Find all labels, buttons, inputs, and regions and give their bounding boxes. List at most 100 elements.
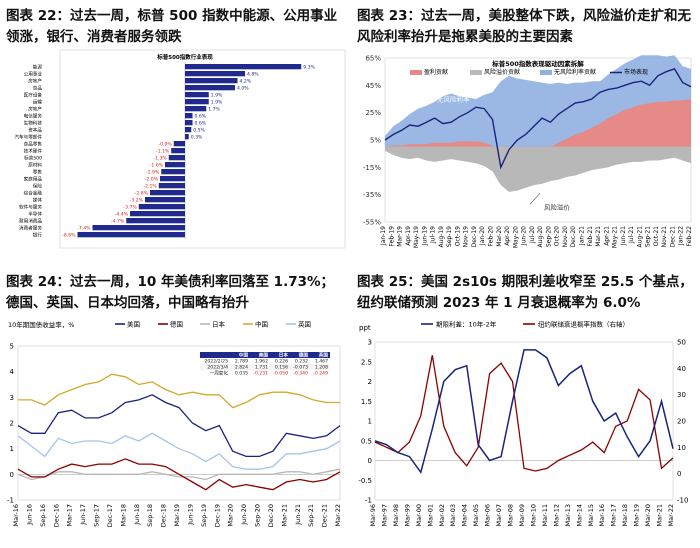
legend-label: 市场表现 xyxy=(624,68,648,76)
table-cell: 0.226 xyxy=(275,359,288,365)
x-tick-label: Mar-00 xyxy=(415,504,423,526)
x-tick-label: Jun-21 xyxy=(620,226,627,246)
table-header: 中国 xyxy=(239,352,249,359)
table-cell: 0.156 xyxy=(275,365,288,371)
data-label: -2.1% xyxy=(143,184,157,190)
bar xyxy=(138,204,185,210)
x-tick-label: Aug-19 xyxy=(438,226,445,248)
x-tick-label: Mar-10 xyxy=(529,504,537,526)
x-tick-label: Mar-19 xyxy=(397,226,404,247)
earnings-area xyxy=(385,99,691,165)
data-label: -2.0% xyxy=(145,177,159,183)
y-tick-left: -1 xyxy=(365,497,372,505)
category-label: 保险 xyxy=(33,183,43,190)
x-tick-label: Oct-19 xyxy=(454,226,461,246)
data-label: 0.6% xyxy=(195,121,207,127)
x-tick-label: Oct-20 xyxy=(554,226,561,246)
bar xyxy=(77,232,185,238)
bar xyxy=(173,141,185,147)
y-tick-right: -10 xyxy=(677,497,688,505)
figure-23-title: 图表 23：过去一周，美股整体下跌，风险溢价走扩和无风险利率抬升是拖累美股的主要… xyxy=(357,8,691,45)
x-tick-label: Mar-98 xyxy=(392,504,400,526)
figure-24-title: 图表 24：过去一周，10 年美债利率回落至 1.73%；德国、英国、日本均回落… xyxy=(6,274,335,311)
plot-frame xyxy=(374,341,674,501)
figure-25-title: 图表 25：美国 2s10s 期限利差收窄至 25.5 个基点，纽约联储预测 2… xyxy=(357,274,693,311)
category-label: 汽车与零部件 xyxy=(14,134,42,141)
data-label: -4.4% xyxy=(115,212,129,218)
category-label: 原材料 xyxy=(28,162,42,169)
x-tick-label: Sep-16 xyxy=(39,504,47,527)
table-cell: 2022/3/4 xyxy=(207,365,228,371)
category-label: 食品零售 xyxy=(24,141,43,148)
bar xyxy=(185,99,209,105)
bar xyxy=(185,78,238,84)
x-tick-label: Dec-16 xyxy=(52,504,60,527)
x-tick-label: Dec-18 xyxy=(160,504,168,527)
x-tick-label: May-19 xyxy=(413,226,420,248)
data-label: -3.2% xyxy=(130,198,144,204)
annotation-arrow xyxy=(529,193,541,205)
data-label: -3.7% xyxy=(123,205,137,211)
bar xyxy=(171,148,185,154)
x-tick-label: Jun-21 xyxy=(294,504,302,526)
y-tick-left: 2 xyxy=(368,378,372,386)
x-tick-label: Mar-16 xyxy=(598,504,606,526)
data-label: 0.3% xyxy=(191,135,203,141)
table-row-bg xyxy=(200,370,330,376)
data-label: -1.1% xyxy=(156,149,170,155)
x-tick-label: Mar-01 xyxy=(426,504,434,526)
x-tick-label: Nov-20 xyxy=(562,226,569,248)
x-tick-label: Dec-19 xyxy=(213,504,221,527)
term-spread-recession-chart: ppt 期限利差：10年-2年 纽约联储衰退概率指数（右轴） 3 2.5 2 1.5 1 0.5… xyxy=(358,320,688,527)
x-tick-label: Dec-20 xyxy=(570,226,577,248)
y-tick-label: 25% xyxy=(365,109,381,117)
x-tick-label: Mar-02 xyxy=(438,504,446,526)
table-cell: 1.962 xyxy=(255,359,268,365)
table-cell: -0.231 xyxy=(253,371,268,377)
table-cell: 2022/2/25 xyxy=(204,359,228,365)
legend-label: 风险溢价贡献 xyxy=(484,68,520,76)
table-cell: -0.340 xyxy=(293,371,308,377)
figure-23-panel: 图表 23：过去一周，美股整体下跌，风险溢价走扩和无风险利率抬升是拖累美股的主要… xyxy=(355,0,700,250)
bar xyxy=(185,64,302,70)
chart-title: 标普500指数行业表现 xyxy=(156,53,213,61)
sp500-driver-decomposition-chart: 65% 45% 25% 5% -15% -35% -55% 标普500指数表现驱动因素拆解盈利… xyxy=(363,55,693,249)
bar xyxy=(160,176,185,182)
category-label: 零售 xyxy=(33,169,43,176)
x-tick-label: Mar-99 xyxy=(403,504,411,526)
x-tick-label: Mar-97 xyxy=(380,504,388,526)
category-label: 生物科技 xyxy=(24,120,43,127)
x-tick-label: Mar-22 xyxy=(667,504,675,526)
bar xyxy=(126,218,185,224)
table-cell: 0.035 xyxy=(235,371,248,377)
x-tick-label: Mar-21 xyxy=(595,226,602,247)
table-cell: 2.824 xyxy=(235,365,248,371)
category-label: 电信服务 xyxy=(24,113,43,120)
y-tick-label: -1 xyxy=(7,497,14,505)
x-tick-label: Mar-17 xyxy=(610,504,618,526)
y-axis-label: ppt xyxy=(359,324,371,332)
y-tick-right: 50 xyxy=(677,339,686,347)
y-tick-label: 2 xyxy=(10,420,14,428)
legend-label: 美国 xyxy=(127,320,140,329)
figure-22-panel: 图表 22：过去一周，标普 500 指数中能源、公用事业领涨，银行、消费者服务领… xyxy=(0,0,346,250)
category-label: 技术硬件 xyxy=(24,148,43,155)
data-label: 0.6% xyxy=(195,114,207,120)
y-tick-label: 65% xyxy=(365,55,381,63)
category-label: 食品 xyxy=(33,85,43,92)
y-tick-left: 1.5 xyxy=(361,398,372,406)
bar xyxy=(165,162,185,168)
data-label: 9.3% xyxy=(303,65,315,71)
y-tick-right: 40 xyxy=(677,365,686,373)
y-tick-label: 3 xyxy=(10,394,14,402)
y-tick-right: 10 xyxy=(677,444,686,452)
series-line-0 xyxy=(17,394,341,458)
category-label: 标普500 xyxy=(24,155,42,162)
market-line xyxy=(384,68,692,170)
x-tick-label: Jan-22 xyxy=(678,226,685,246)
x-tick-label: Sep-17 xyxy=(93,504,101,527)
category-label: 运输 xyxy=(33,99,43,106)
table-cell: 2.789 xyxy=(235,359,248,365)
recession-probability-line xyxy=(374,355,674,472)
y-tick-right: 20 xyxy=(677,418,686,426)
